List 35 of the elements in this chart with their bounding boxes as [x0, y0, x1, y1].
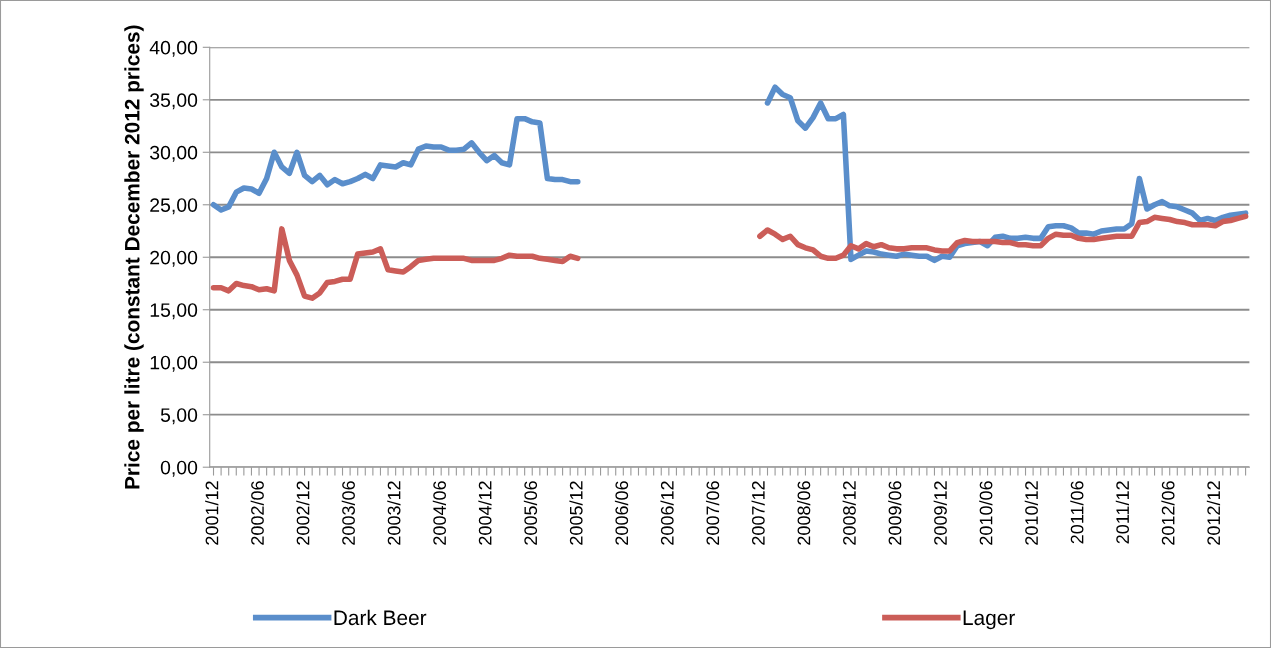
x-tick-label: 2009/06: [888, 481, 902, 545]
x-tick-label: 2005/12: [569, 481, 583, 545]
x-tick-label: 2001/12: [205, 481, 219, 545]
x-tick-label: 2003/12: [387, 481, 401, 545]
x-tick-label: 2007/06: [705, 481, 720, 545]
legend-label: Dark Beer: [334, 609, 427, 626]
x-tick-label: 2012/06: [1161, 481, 1175, 545]
y-tick-label: 0,00: [160, 460, 198, 477]
x-tick-label: 2010/06: [979, 481, 993, 545]
x-tick-label: 2012/12: [1206, 481, 1221, 545]
y-tick-label: 25,00: [150, 198, 198, 215]
x-tick-label: 2004/06: [432, 481, 447, 545]
y-tick-label: 30,00: [150, 145, 198, 162]
x-tick-label: 2006/06: [614, 481, 629, 545]
x-tick-label: 2008/12: [842, 481, 856, 545]
x-tick-label: 2008/06: [797, 481, 811, 545]
x-tick-label: 2002/12: [296, 481, 310, 545]
y-tick-label: 20,00: [150, 250, 198, 267]
y-tick-label: 15,00: [150, 303, 198, 320]
x-tick-label: 2011/06: [1070, 481, 1084, 544]
legend-label: Lager: [963, 610, 1015, 630]
x-tick-label: 2010/12: [1024, 481, 1038, 545]
x-tick-label: 2005/06: [523, 481, 538, 545]
x-tick-label: 2007/12: [751, 481, 765, 545]
y-tick-label: 35,00: [150, 93, 198, 110]
x-tick-label: 2006/12: [660, 481, 674, 545]
y-axis-title: Price per litre (constant December 2012 prices): [124, 25, 144, 489]
x-tick-label: 2009/12: [933, 481, 947, 545]
x-tick-label: 2004/12: [478, 481, 492, 545]
y-tick-label: 5,00: [160, 408, 198, 425]
x-tick-label: 2011/12: [1115, 481, 1130, 544]
y-tick-label: 40,00: [149, 40, 198, 57]
x-tick-label: 2003/06: [341, 481, 355, 545]
y-tick-label: 10,00: [150, 355, 198, 372]
x-tick-label: 2002/06: [250, 481, 264, 545]
